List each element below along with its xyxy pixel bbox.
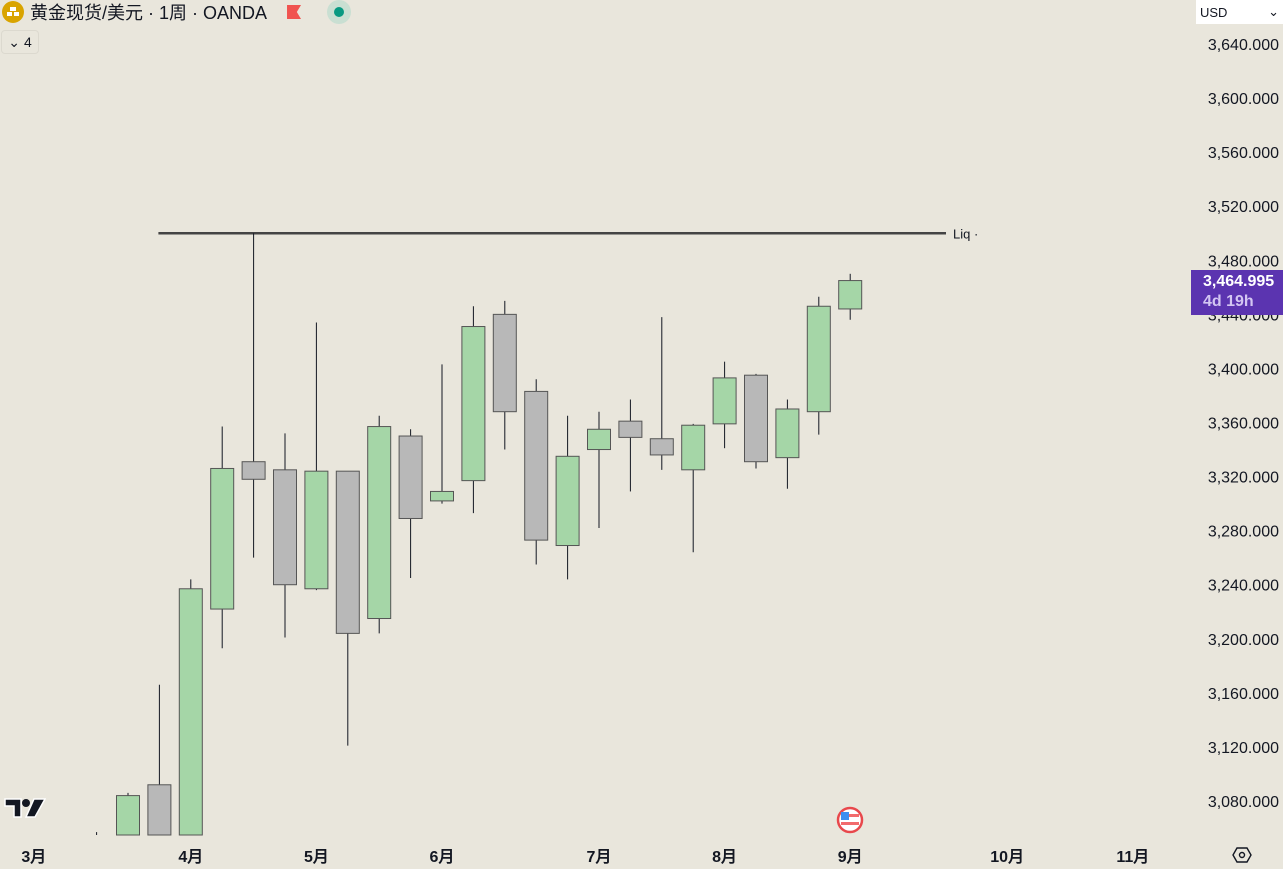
tradingview-logo[interactable]: [4, 797, 47, 824]
price-tick-label: 3,600.000: [1208, 91, 1279, 108]
bar-countdown: 4d 19h: [1203, 293, 1254, 310]
candle: [116, 792, 140, 836]
time-tick-label: 5月: [304, 848, 329, 866]
candle: [775, 399, 800, 489]
candles: [96, 233, 863, 836]
candle-body: [775, 408, 800, 459]
price-tick-label: 3,160.000: [1208, 686, 1279, 703]
candle: [147, 684, 172, 836]
last-price-tag: 3,464.995 4d 19h: [1191, 270, 1283, 315]
time-tick-label: 3月: [21, 848, 46, 866]
time-tick-label: 8月: [712, 848, 737, 866]
candle: [304, 322, 329, 591]
candle-body: [492, 313, 517, 413]
candle: [838, 273, 863, 320]
candle-body: [712, 377, 737, 425]
candle: [335, 470, 360, 746]
candle: [712, 361, 737, 449]
candle-body: [838, 280, 863, 310]
candle-body: [335, 470, 360, 634]
candle-body: [147, 784, 172, 836]
candle-body: [398, 435, 423, 519]
gold-bars-icon: [2, 1, 24, 23]
horizontal-line-label: Liq ·: [953, 226, 978, 241]
time-tick-label: 7月: [587, 848, 612, 866]
price-tick-label: 3,640.000: [1208, 37, 1279, 54]
candle-body: [304, 470, 329, 590]
candle: [744, 373, 768, 469]
price-tick-label: 3,320.000: [1208, 470, 1279, 487]
symbol-title[interactable]: 黄金现货/美元 · 1周 · OANDA: [30, 3, 268, 23]
time-tick-label: 6月: [430, 848, 455, 866]
indicator-count: 4: [23, 34, 32, 50]
candle-body: [524, 390, 549, 541]
price-axis[interactable]: 3,080.000 3,120.000 3,160.000 3,200.000 3,24…: [1208, 37, 1279, 811]
currency-select[interactable]: USD ⌄: [1196, 0, 1283, 24]
price-tick-label: 3,200.000: [1208, 632, 1279, 649]
market-open-icon[interactable]: [327, 0, 352, 24]
candle: [555, 415, 580, 580]
candle: [492, 300, 517, 450]
price-tick-label: 3,560.000: [1208, 145, 1279, 162]
candle-body: [555, 455, 580, 547]
price-tick-label: 3,240.000: [1208, 578, 1279, 595]
candle: [210, 426, 235, 649]
us-economic-event-icon[interactable]: [836, 806, 864, 839]
currency-value: USD: [1200, 4, 1228, 20]
price-tick-label: 3,480.000: [1208, 253, 1279, 270]
candle-body: [367, 426, 392, 620]
last-price-value: 3,464.995: [1203, 273, 1275, 290]
price-tick-label: 3,360.000: [1208, 416, 1279, 433]
candle-body: [618, 420, 643, 438]
time-axis[interactable]: 3月 4月 5月 6月 7月 8月 9月 10月 11月: [21, 848, 1149, 866]
price-tick-label: 3,120.000: [1208, 740, 1279, 757]
candle-body: [461, 326, 486, 482]
candle: [430, 364, 454, 504]
candle: [367, 415, 392, 634]
chart-settings-icon[interactable]: [1232, 846, 1252, 869]
candle-body: [241, 461, 266, 480]
symbol-legend[interactable]: 黄金现货/美元 · 1周 · OANDA: [2, 0, 352, 24]
candle: [178, 579, 203, 836]
candle: [587, 411, 611, 528]
candle: [806, 296, 831, 435]
candle-body: [430, 490, 454, 502]
price-tick-label: 3,280.000: [1208, 524, 1279, 541]
candle-body: [210, 467, 235, 610]
liq-horizontal-line[interactable]: Liq ·: [158, 226, 978, 241]
candle: [398, 429, 423, 578]
candle: [241, 233, 266, 558]
candle-body: [744, 374, 768, 463]
time-tick-label: 4月: [178, 848, 203, 866]
time-tick-label: 10月: [990, 848, 1024, 866]
candle: [461, 306, 486, 514]
chevron-down-icon: ⌄: [8, 33, 20, 50]
time-tick-label: 9月: [838, 848, 863, 866]
price-tick-label: 3,520.000: [1208, 199, 1279, 216]
candle-body: [649, 438, 674, 456]
candle: [273, 433, 297, 638]
candle: [681, 423, 706, 553]
flag-icon[interactable]: [287, 5, 302, 19]
indicators-toggle-button[interactable]: ⌄ 4: [1, 30, 39, 54]
price-tick-label: 3,080.000: [1208, 794, 1279, 811]
candle-body: [587, 428, 611, 451]
candle-body: [116, 795, 140, 836]
candle-body: [681, 424, 706, 471]
candle: [649, 317, 674, 470]
price-tick-label: 3,400.000: [1208, 361, 1279, 378]
candle-body: [273, 469, 297, 586]
candle: [618, 399, 643, 492]
chevron-down-icon: ⌄: [1268, 4, 1279, 19]
candle-body: [178, 588, 203, 836]
candle-body: [806, 305, 831, 413]
candle: [524, 379, 549, 565]
time-tick-label: 11月: [1116, 848, 1149, 866]
